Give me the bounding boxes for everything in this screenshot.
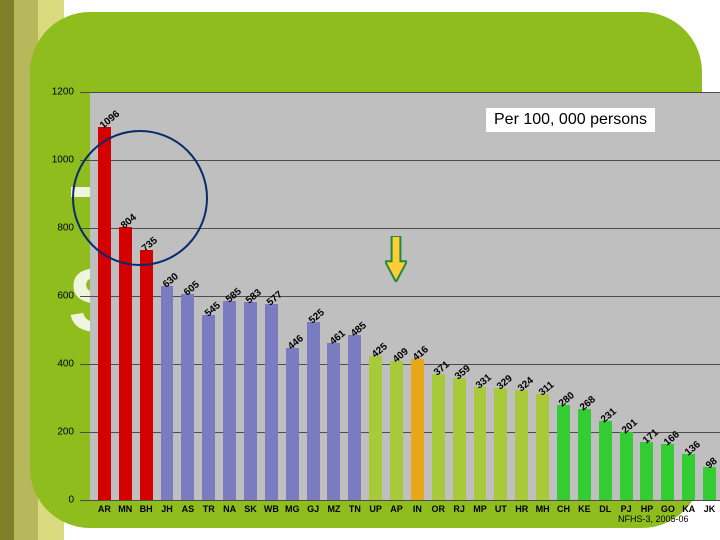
bar: 525 bbox=[307, 322, 320, 501]
x-tick-label: HP bbox=[641, 504, 654, 514]
x-tick-label: GJ bbox=[307, 504, 319, 514]
bar-value-label: 461 bbox=[328, 328, 348, 347]
bar: 311 bbox=[536, 394, 549, 500]
bar: 409 bbox=[390, 361, 403, 500]
bar: 359 bbox=[453, 378, 466, 500]
bar-value-label: 425 bbox=[370, 341, 390, 360]
x-tick-label: MG bbox=[285, 504, 300, 514]
bar-value-label: 446 bbox=[286, 334, 306, 353]
x-tick-label: HR bbox=[515, 504, 528, 514]
bar: 485 bbox=[348, 335, 361, 500]
bar-value-label: 136 bbox=[683, 439, 703, 458]
bar-value-label: 324 bbox=[516, 375, 536, 394]
bar: 268 bbox=[578, 409, 591, 500]
x-tick-label: UT bbox=[495, 504, 507, 514]
bar: 577 bbox=[265, 304, 278, 500]
y-tick-label: 200 bbox=[57, 427, 74, 438]
bar: 136 bbox=[682, 454, 695, 500]
gridline bbox=[80, 500, 720, 501]
bar-value-label: 166 bbox=[662, 429, 682, 448]
bar-value-label: 331 bbox=[474, 373, 494, 392]
bar-value-label: 268 bbox=[578, 394, 598, 413]
bar: 329 bbox=[494, 388, 507, 500]
bar-value-label: 545 bbox=[203, 300, 223, 319]
x-tick-label: TR bbox=[203, 504, 215, 514]
bar-value-label: 409 bbox=[391, 346, 411, 365]
bar-value-label: 280 bbox=[557, 390, 577, 409]
x-tick-label: OR bbox=[432, 504, 446, 514]
bar-value-label: 525 bbox=[307, 307, 327, 326]
x-tick-label: MP bbox=[473, 504, 487, 514]
bar: 98 bbox=[703, 467, 716, 500]
x-tick-label: JH bbox=[161, 504, 173, 514]
x-tick-label: GO bbox=[661, 504, 675, 514]
bar-value-label: 171 bbox=[641, 427, 661, 446]
y-tick-label: 400 bbox=[57, 359, 74, 370]
x-tick-label: BH bbox=[140, 504, 153, 514]
x-tick-label: NA bbox=[223, 504, 236, 514]
bar: 545 bbox=[202, 315, 215, 500]
bar-value-label: 201 bbox=[620, 417, 640, 436]
x-tick-label: JK bbox=[704, 504, 716, 514]
x-tick-label: SK bbox=[244, 504, 257, 514]
bar-value-label: 311 bbox=[537, 380, 556, 399]
bar-value-label: 630 bbox=[161, 271, 181, 290]
bar: 583 bbox=[244, 302, 257, 500]
x-tick-label: AR bbox=[98, 504, 111, 514]
x-tick-label: RJ bbox=[453, 504, 465, 514]
bar: 171 bbox=[640, 442, 653, 500]
bar: 331 bbox=[474, 387, 487, 500]
bar-value-label: 577 bbox=[265, 289, 285, 308]
bar: 280 bbox=[557, 405, 570, 500]
bar: 425 bbox=[369, 356, 382, 501]
bar: 461 bbox=[327, 343, 340, 500]
background-band bbox=[0, 0, 14, 540]
bar-value-label: 485 bbox=[349, 320, 369, 339]
arrow-annotation bbox=[385, 236, 407, 282]
bar-value-label: 359 bbox=[453, 363, 473, 382]
bar: 166 bbox=[661, 444, 674, 500]
source-footnote: NFHS-3, 2005-06 bbox=[618, 514, 689, 524]
bar: 605 bbox=[181, 294, 194, 500]
x-tick-label: AP bbox=[390, 504, 403, 514]
stage: TS 1096804735630605545585583577446525461… bbox=[0, 0, 720, 540]
bar: 371 bbox=[432, 374, 445, 500]
x-tick-label: DL bbox=[599, 504, 611, 514]
bar-value-label: 416 bbox=[411, 344, 431, 363]
y-tick-label: 0 bbox=[68, 495, 74, 506]
x-tick-label: MZ bbox=[327, 504, 340, 514]
x-tick-label: MH bbox=[536, 504, 550, 514]
bar-value-label: 371 bbox=[432, 359, 452, 378]
per-persons-label: Per 100, 000 persons bbox=[486, 108, 655, 132]
bar: 446 bbox=[286, 348, 299, 500]
bar-value-label: 583 bbox=[244, 287, 264, 306]
bar: 735 bbox=[140, 250, 153, 500]
y-tick-label: 1200 bbox=[52, 87, 74, 98]
bar: 231 bbox=[599, 421, 612, 500]
bar: 201 bbox=[620, 432, 633, 500]
y-tick-label: 600 bbox=[57, 291, 74, 302]
bar: 416 bbox=[411, 359, 424, 500]
x-tick-label: CH bbox=[557, 504, 570, 514]
bar-value-label: 98 bbox=[704, 455, 720, 471]
x-tick-label: TN bbox=[349, 504, 361, 514]
x-tick-label: IN bbox=[413, 504, 422, 514]
circle-annotation bbox=[71, 129, 209, 267]
bar-value-label: 605 bbox=[182, 280, 202, 299]
x-tick-label: UP bbox=[369, 504, 382, 514]
bar-value-label: 329 bbox=[495, 373, 515, 392]
x-tick-label: WB bbox=[264, 504, 279, 514]
bar: 804 bbox=[119, 227, 132, 500]
x-tick-label: KE bbox=[578, 504, 591, 514]
bar: 585 bbox=[223, 301, 236, 500]
bar-value-label: 585 bbox=[224, 286, 244, 305]
x-tick-label: KA bbox=[682, 504, 695, 514]
x-tick-label: MN bbox=[118, 504, 132, 514]
bar-value-label: 231 bbox=[599, 407, 619, 426]
bar: 324 bbox=[515, 390, 528, 500]
x-tick-label: AS bbox=[182, 504, 195, 514]
x-tick-label: PJ bbox=[621, 504, 632, 514]
bar: 630 bbox=[161, 286, 174, 500]
